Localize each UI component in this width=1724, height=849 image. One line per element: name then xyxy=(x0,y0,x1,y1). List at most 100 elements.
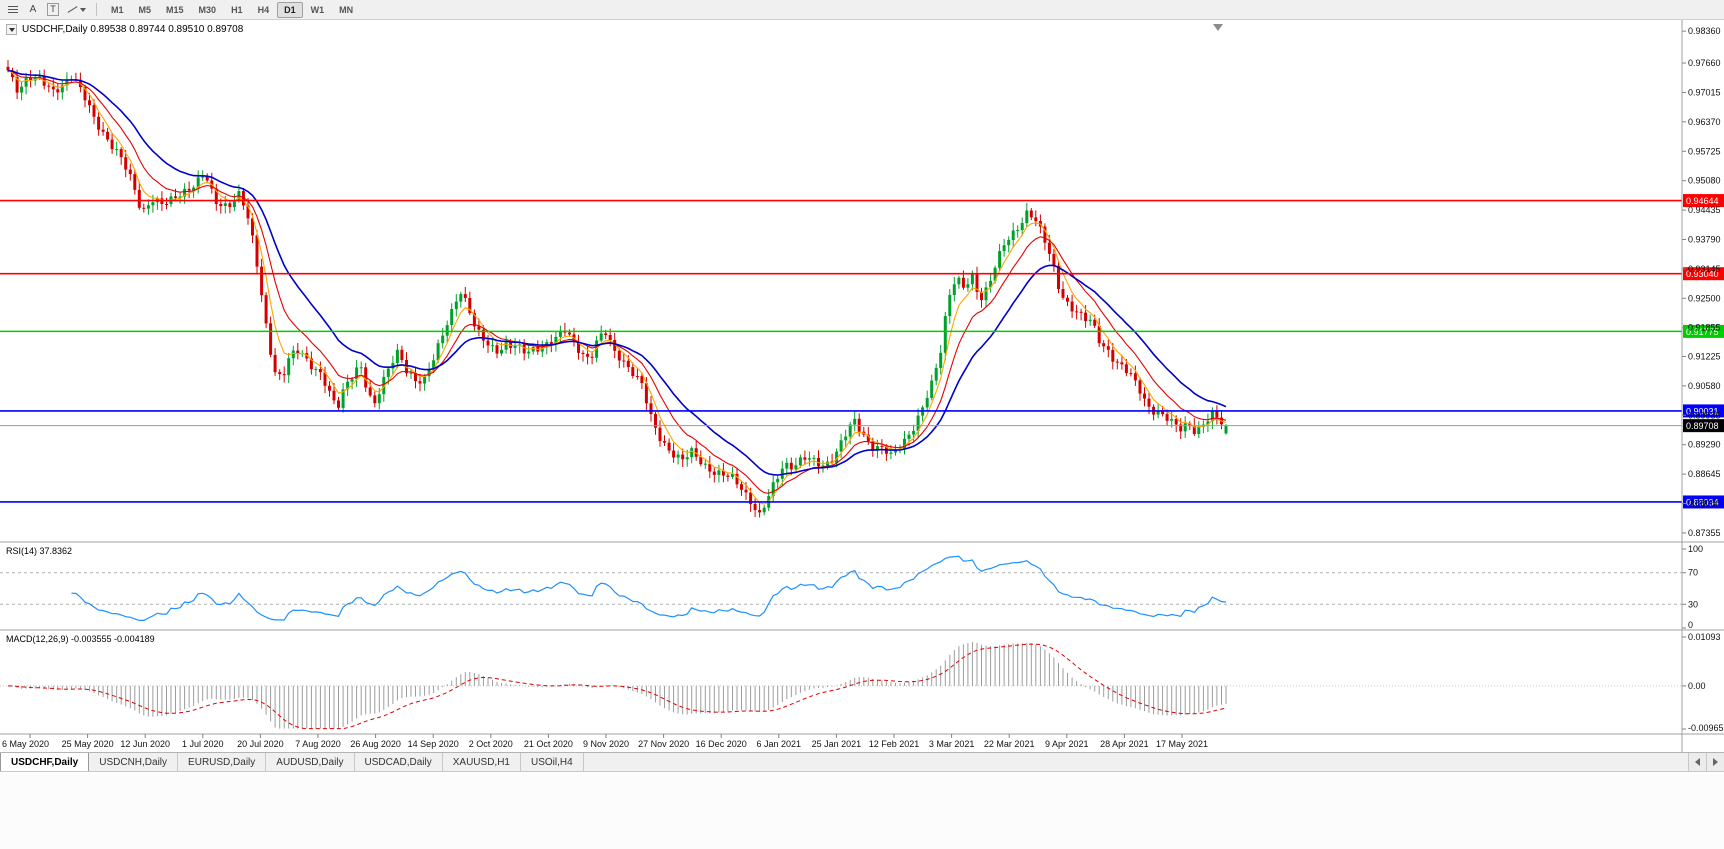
candle-body xyxy=(581,352,585,354)
pointer-tool-button[interactable]: A xyxy=(24,2,42,18)
timeframe-w1-button[interactable]: W1 xyxy=(310,4,325,15)
price-axis-label: 0.87355 xyxy=(1688,528,1721,538)
candle-body xyxy=(1138,380,1142,394)
macd-indicator-label: MACD(12,26,9) -0.003555 -0.004189 xyxy=(6,634,155,644)
current-price-tag-text: 0.89708 xyxy=(1686,421,1719,431)
text-tool-button[interactable]: T xyxy=(44,2,62,18)
candle-body xyxy=(1088,319,1092,322)
tabs-scroll-right-button[interactable] xyxy=(1706,753,1724,771)
candle-body xyxy=(228,203,232,208)
symbol-tab-xauusd[interactable]: XAUUSD,H1 xyxy=(442,753,521,771)
timeframe-h4-button[interactable]: H4 xyxy=(257,4,270,15)
timeframe-d1-button[interactable]: D1 xyxy=(277,1,303,18)
candle-body xyxy=(246,205,250,219)
candle-body xyxy=(423,376,427,384)
main-toolbar: A T M1 M5 M15 M30 H1 H4 D1 W1 MN xyxy=(0,0,1724,20)
candle-body xyxy=(527,351,531,354)
candle-body xyxy=(980,292,983,301)
timeframe-m15-button[interactable]: M15 xyxy=(166,4,184,15)
candle-body xyxy=(368,387,372,396)
candle-body xyxy=(762,507,766,513)
tab-scroll-buttons xyxy=(1688,753,1724,771)
candle-body xyxy=(930,380,934,398)
symbol-tab-audusd[interactable]: AUDUSD,Daily xyxy=(266,753,355,771)
menu-button[interactable] xyxy=(4,2,22,18)
timeframe-m30-button[interactable]: M30 xyxy=(198,4,217,15)
price-axis-label: 0.90580 xyxy=(1688,381,1721,391)
date-axis-label: 21 Oct 2020 xyxy=(524,739,573,749)
timeframe-mn-button[interactable]: MN xyxy=(339,4,354,15)
candle-body xyxy=(880,446,884,448)
macd-axis-label: -0.00965 xyxy=(1688,723,1724,733)
candle-body xyxy=(1025,210,1029,224)
price-axis-label: 0.94435 xyxy=(1688,205,1721,215)
candle-body xyxy=(531,347,535,352)
menu-icon xyxy=(8,6,18,13)
candle-body xyxy=(1147,398,1151,407)
moving-average-5-line xyxy=(7,70,1227,505)
candle-body xyxy=(323,372,327,386)
timeframe-m5-button[interactable]: M5 xyxy=(138,4,152,15)
candle-body xyxy=(961,277,965,288)
chart-shift-marker[interactable] xyxy=(1213,24,1223,31)
candle-body xyxy=(613,340,617,351)
chevron-down-icon xyxy=(8,27,15,32)
date-axis-label: 9 Nov 2020 xyxy=(583,739,629,749)
macd-signal-line xyxy=(7,643,1227,730)
tabs-scroll-left-button[interactable] xyxy=(1688,753,1706,771)
candle-body xyxy=(1075,311,1079,313)
symbol-tab-eurusd[interactable]: EURUSD,Daily xyxy=(178,753,267,771)
timeframe-m1-button[interactable]: M1 xyxy=(111,4,124,15)
candle-body xyxy=(296,350,300,354)
candle-body xyxy=(282,374,286,376)
candle-body xyxy=(133,174,137,190)
candle-body xyxy=(789,462,793,470)
candle-body xyxy=(241,191,245,206)
candle-body xyxy=(151,202,155,206)
macd-axis-label: 0.00 xyxy=(1688,681,1706,691)
candle-body xyxy=(264,295,268,324)
symbol-tab-usdchf[interactable]: USDCHF,Daily xyxy=(0,753,90,771)
drawing-tools-button[interactable] xyxy=(64,2,89,18)
candle-body xyxy=(287,358,291,376)
chart-canvas[interactable]: 0.94644 0.93040 0.91775 0.90031 0.88034 0.897… xyxy=(0,20,1724,752)
candle-body xyxy=(749,492,753,505)
symbol-tab-usdcad[interactable]: USDCAD,Daily xyxy=(354,753,443,771)
candle-body xyxy=(196,177,200,188)
date-axis-label: 25 May 2020 xyxy=(62,739,114,749)
price-axis-label: 0.95080 xyxy=(1688,176,1721,186)
chart-collapse-button[interactable] xyxy=(6,24,17,35)
timeframe-h1-button[interactable]: H1 xyxy=(231,4,243,15)
candle-body xyxy=(436,343,440,361)
candle-body xyxy=(106,131,110,140)
candle-body xyxy=(957,277,961,285)
candle-body xyxy=(753,504,757,510)
candle-body xyxy=(654,414,657,428)
candle-body xyxy=(174,196,177,198)
candle-body xyxy=(663,441,666,443)
candle-body xyxy=(966,284,970,288)
candle-body xyxy=(165,204,168,205)
symbol-tab-usdcnh[interactable]: USDCNH,Daily xyxy=(89,753,179,771)
candle-body xyxy=(744,489,748,493)
candle-body xyxy=(1007,239,1011,246)
candle-body xyxy=(51,86,55,90)
date-axis-label: 17 May 2021 xyxy=(1156,739,1208,749)
candle-body xyxy=(690,448,694,458)
candle-body xyxy=(568,332,571,335)
candle-body xyxy=(137,189,141,208)
rsi-axis-label: 30 xyxy=(1688,599,1698,609)
candle-body xyxy=(522,344,526,354)
rsi-axis-label: 0 xyxy=(1688,620,1693,630)
chart-title: USDCHF,Daily 0.89538 0.89744 0.89510 0.8… xyxy=(6,24,243,35)
candle-body xyxy=(269,323,273,355)
candle-body xyxy=(676,454,680,458)
candle-body xyxy=(776,478,780,483)
candle-body xyxy=(60,85,64,93)
candle-body xyxy=(1061,289,1065,298)
candle-body xyxy=(6,66,10,71)
candle-body xyxy=(459,294,463,302)
symbol-tab-usoil[interactable]: USOil,H4 xyxy=(521,753,584,771)
candle-body xyxy=(640,376,644,384)
